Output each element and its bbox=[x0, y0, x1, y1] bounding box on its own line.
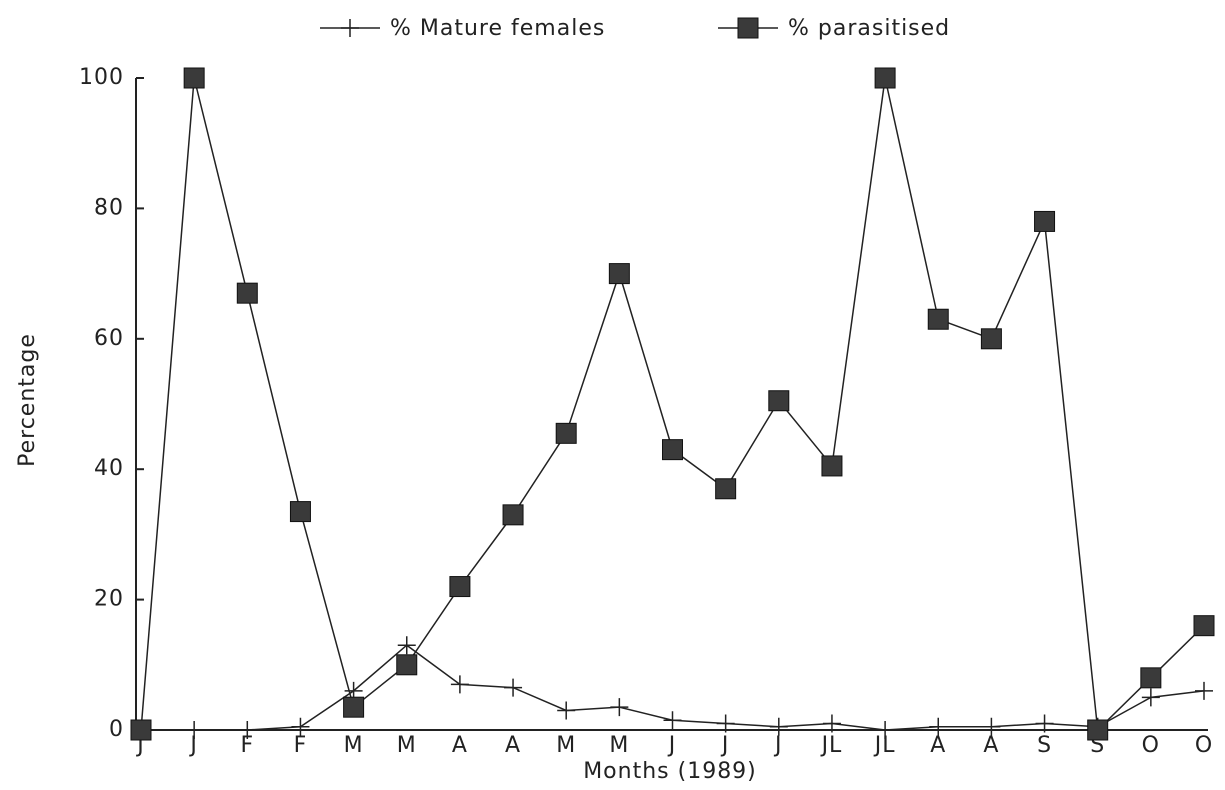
square-marker bbox=[289, 501, 311, 523]
cross-marker bbox=[1035, 714, 1054, 733]
x-tick-label: A bbox=[983, 733, 999, 758]
cross-marker bbox=[1195, 681, 1213, 700]
y-tick-label: 100 bbox=[79, 65, 124, 90]
x-tick-label: A bbox=[930, 733, 946, 758]
square-marker bbox=[502, 504, 524, 526]
square-marker bbox=[396, 654, 418, 676]
cross-marker bbox=[291, 717, 310, 736]
y-tick-label: 80 bbox=[94, 195, 124, 220]
cross-marker bbox=[716, 714, 735, 733]
x-tick-label: J bbox=[720, 733, 730, 758]
square-marker bbox=[821, 455, 843, 477]
x-tick-label: A bbox=[505, 733, 521, 758]
x-tick-label: F bbox=[240, 733, 254, 758]
square-marker bbox=[980, 328, 1002, 350]
x-tick-label: O bbox=[1142, 733, 1160, 758]
y-axis-label: Percentage bbox=[15, 333, 40, 467]
square-marker bbox=[768, 390, 790, 412]
cross-marker bbox=[450, 675, 469, 694]
cross-marker bbox=[876, 721, 895, 739]
cross-marker bbox=[822, 714, 841, 733]
cross-marker bbox=[769, 717, 788, 736]
square-marker bbox=[555, 422, 577, 444]
x-tick-label: JL bbox=[820, 733, 843, 758]
square-marker bbox=[449, 576, 471, 598]
cross-marker bbox=[663, 711, 682, 730]
square-marker bbox=[343, 696, 365, 718]
x-tick-label: JL bbox=[873, 733, 896, 758]
x-tick-label: F bbox=[294, 733, 308, 758]
square-marker bbox=[1034, 210, 1056, 232]
y-tick-label: 60 bbox=[94, 326, 124, 351]
cross-marker bbox=[185, 721, 204, 739]
y-tick-label: 40 bbox=[94, 456, 124, 481]
x-tick-label: M bbox=[344, 733, 364, 758]
square-marker bbox=[1087, 719, 1109, 741]
x-tick-label: M bbox=[397, 733, 417, 758]
square-marker bbox=[715, 478, 737, 500]
x-tick-label: J bbox=[773, 733, 783, 758]
square-marker bbox=[927, 308, 949, 330]
legend-label: % parasitised bbox=[788, 16, 950, 41]
y-tick-label: 0 bbox=[109, 717, 124, 742]
cross-marker bbox=[397, 636, 416, 655]
square-marker bbox=[662, 439, 683, 461]
legend-label: % Mature females bbox=[390, 16, 605, 41]
cross-marker bbox=[341, 19, 359, 37]
x-tick-label: M bbox=[609, 733, 629, 758]
square-marker bbox=[608, 263, 630, 285]
y-tick-label: 20 bbox=[94, 587, 124, 612]
x-tick-label: A bbox=[452, 733, 468, 758]
square-marker bbox=[737, 17, 759, 39]
series-line bbox=[140, 77, 1205, 732]
cross-marker bbox=[929, 717, 948, 736]
cross-marker bbox=[982, 717, 1001, 736]
x-axis-label: Months (1989) bbox=[583, 759, 757, 784]
x-tick-label: S bbox=[1037, 733, 1052, 758]
x-tick-label: J bbox=[135, 733, 145, 758]
square-marker bbox=[1140, 667, 1162, 689]
x-tick-label: J bbox=[188, 733, 198, 758]
cross-marker bbox=[1141, 688, 1160, 707]
cross-marker bbox=[610, 698, 629, 717]
square-marker bbox=[236, 282, 258, 304]
square-marker bbox=[1193, 615, 1215, 637]
x-tick-label: M bbox=[556, 733, 576, 758]
square-marker bbox=[183, 67, 205, 89]
cross-marker bbox=[504, 678, 523, 697]
square-marker bbox=[130, 719, 152, 741]
cross-marker bbox=[238, 721, 257, 739]
x-tick-label: J bbox=[667, 733, 677, 758]
x-tick-label: O bbox=[1195, 733, 1213, 758]
cross-marker bbox=[557, 701, 576, 720]
square-marker bbox=[874, 67, 896, 89]
